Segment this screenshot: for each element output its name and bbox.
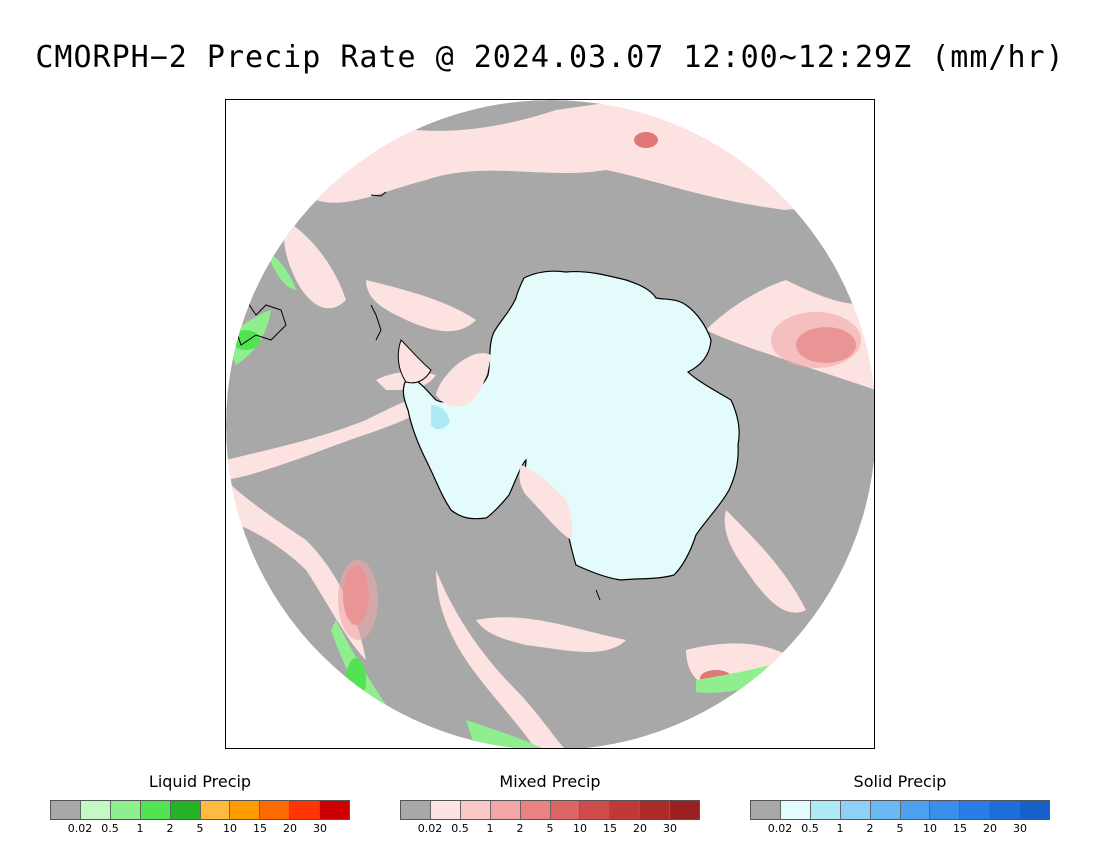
tick-label: 2 xyxy=(866,822,874,835)
swatch-mixed-7 xyxy=(610,801,641,819)
swatch-mixed-4 xyxy=(520,801,551,819)
tick-labels: 0.02 0.5 1 2 5 10 15 20 30 xyxy=(50,822,350,838)
tick-label: 2 xyxy=(166,822,174,835)
tick-label: 0.5 xyxy=(101,822,119,835)
swatch-liquid-3 xyxy=(140,801,171,819)
swatch-liquid-9 xyxy=(320,801,350,819)
tick-label: 1 xyxy=(486,822,494,835)
swatch-mixed-8 xyxy=(640,801,671,819)
color-scale xyxy=(400,800,700,820)
tick-label: 15 xyxy=(253,822,267,835)
peninsula-islands xyxy=(370,304,382,341)
moderate-core-east xyxy=(771,312,861,368)
swatch-solid-7 xyxy=(960,801,991,819)
tick-label: 20 xyxy=(633,822,647,835)
map-title: CMORPH−2 Precip Rate @ 2024.03.07 12:00~… xyxy=(35,40,1065,75)
ice-shelf-mixed-precip xyxy=(397,339,573,540)
tick-label: 0.02 xyxy=(417,822,443,835)
swatch-solid-1 xyxy=(780,801,811,819)
swatch-mixed-5 xyxy=(550,801,581,819)
tick-label: 5 xyxy=(196,822,204,835)
tick-label: 30 xyxy=(663,822,677,835)
map-disc xyxy=(226,100,874,748)
liquid-core-southwest xyxy=(346,658,366,702)
precip-band-southwest xyxy=(226,480,366,660)
mixed-precip-moderate-areas xyxy=(338,312,861,640)
tick-label: 1 xyxy=(836,822,844,835)
swatch-mixed-1 xyxy=(430,801,461,819)
south-america-coast xyxy=(235,298,287,346)
tick-label: 15 xyxy=(603,822,617,835)
tick-label: 20 xyxy=(983,822,997,835)
legend-solid: Solid Precip 0.02 0.5 1 2 5 10 15 20 30 xyxy=(750,772,1050,838)
swatch-liquid-4 xyxy=(170,801,201,819)
legend-liquid: Liquid Precip 0.02 0.5 1 2 5 10 15 20 30 xyxy=(50,772,350,838)
swatch-solid-5 xyxy=(900,801,931,819)
swatch-liquid-0 xyxy=(51,801,81,819)
color-scale xyxy=(750,800,1050,820)
ross-sea-mixed-precip xyxy=(519,465,573,540)
tick-labels: 0.02 0.5 1 2 5 10 15 20 30 xyxy=(400,822,700,838)
moderate-core-southwest xyxy=(338,560,378,640)
swatch-liquid-2 xyxy=(110,801,141,819)
tick-label: 1 xyxy=(136,822,144,835)
swatch-solid-3 xyxy=(840,801,871,819)
legend-title: Solid Precip xyxy=(853,772,947,791)
heavy-core-north xyxy=(634,132,658,148)
tick-label: 30 xyxy=(313,822,327,835)
swatch-mixed-3 xyxy=(490,801,521,819)
precip-band-west xyxy=(226,396,436,480)
tick-label: 0.02 xyxy=(767,822,793,835)
tick-label: 10 xyxy=(923,822,937,835)
small-island-b xyxy=(595,589,601,601)
swatch-solid-8 xyxy=(990,801,1021,819)
legend-mixed: Mixed Precip 0.02 0.5 1 2 5 10 15 20 30 xyxy=(400,772,700,838)
tick-label: 5 xyxy=(896,822,904,835)
tick-labels: 0.02 0.5 1 2 5 10 15 20 30 xyxy=(750,822,1050,838)
tick-label: 10 xyxy=(223,822,237,835)
precip-band-north-center xyxy=(366,280,476,332)
swatch-mixed-6 xyxy=(580,801,611,819)
liquid-precip-south xyxy=(466,720,546,748)
solid-precip-patch xyxy=(431,405,450,430)
swatch-solid-2 xyxy=(810,801,841,819)
legend-title: Liquid Precip xyxy=(148,772,252,791)
liquid-precip-northwest xyxy=(266,250,296,290)
antarctic-peninsula xyxy=(397,339,432,384)
swatch-liquid-6 xyxy=(230,801,261,819)
swatch-liquid-8 xyxy=(290,801,321,819)
liquid-core-west xyxy=(232,330,260,350)
legend-title: Mixed Precip xyxy=(499,772,601,791)
color-scale xyxy=(50,800,350,820)
swatch-solid-9 xyxy=(1020,801,1050,819)
tick-label: 10 xyxy=(573,822,587,835)
swatch-liquid-5 xyxy=(200,801,231,819)
precip-band-southeast-a xyxy=(476,617,626,652)
swatch-liquid-1 xyxy=(80,801,111,819)
tick-label: 30 xyxy=(1013,822,1027,835)
tick-label: 2 xyxy=(516,822,524,835)
tick-label: 0.5 xyxy=(451,822,469,835)
swatch-mixed-9 xyxy=(670,801,700,819)
swatch-solid-0 xyxy=(751,801,781,819)
liquid-precip-southeast xyxy=(696,660,786,693)
swatch-solid-4 xyxy=(870,801,901,819)
swatch-mixed-2 xyxy=(460,801,491,819)
tick-label: 0.02 xyxy=(67,822,93,835)
precip-band-northwest xyxy=(284,220,346,309)
swatch-solid-6 xyxy=(930,801,961,819)
tick-label: 5 xyxy=(546,822,554,835)
weddell-sea-mixed-precip xyxy=(436,353,491,407)
tick-label: 0.5 xyxy=(801,822,819,835)
polar-map-frame xyxy=(225,99,875,749)
small-island-a xyxy=(370,191,387,197)
precip-map xyxy=(226,100,874,748)
swatch-mixed-0 xyxy=(401,801,431,819)
precip-band-southeast-c xyxy=(724,510,806,613)
swatch-liquid-7 xyxy=(260,801,291,819)
coastline-fragments xyxy=(235,191,601,601)
tick-label: 15 xyxy=(953,822,967,835)
tick-label: 20 xyxy=(283,822,297,835)
